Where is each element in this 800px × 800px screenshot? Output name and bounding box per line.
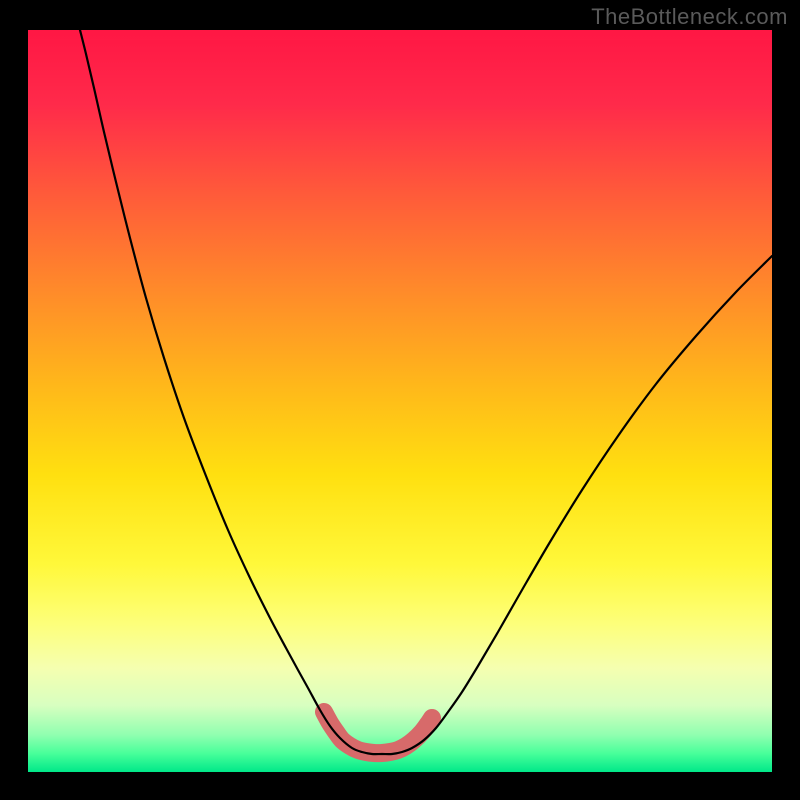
watermark-text: TheBottleneck.com xyxy=(591,4,788,30)
curve-layer xyxy=(28,30,772,772)
chart-plot-area xyxy=(28,30,772,772)
main-curve xyxy=(80,30,772,754)
